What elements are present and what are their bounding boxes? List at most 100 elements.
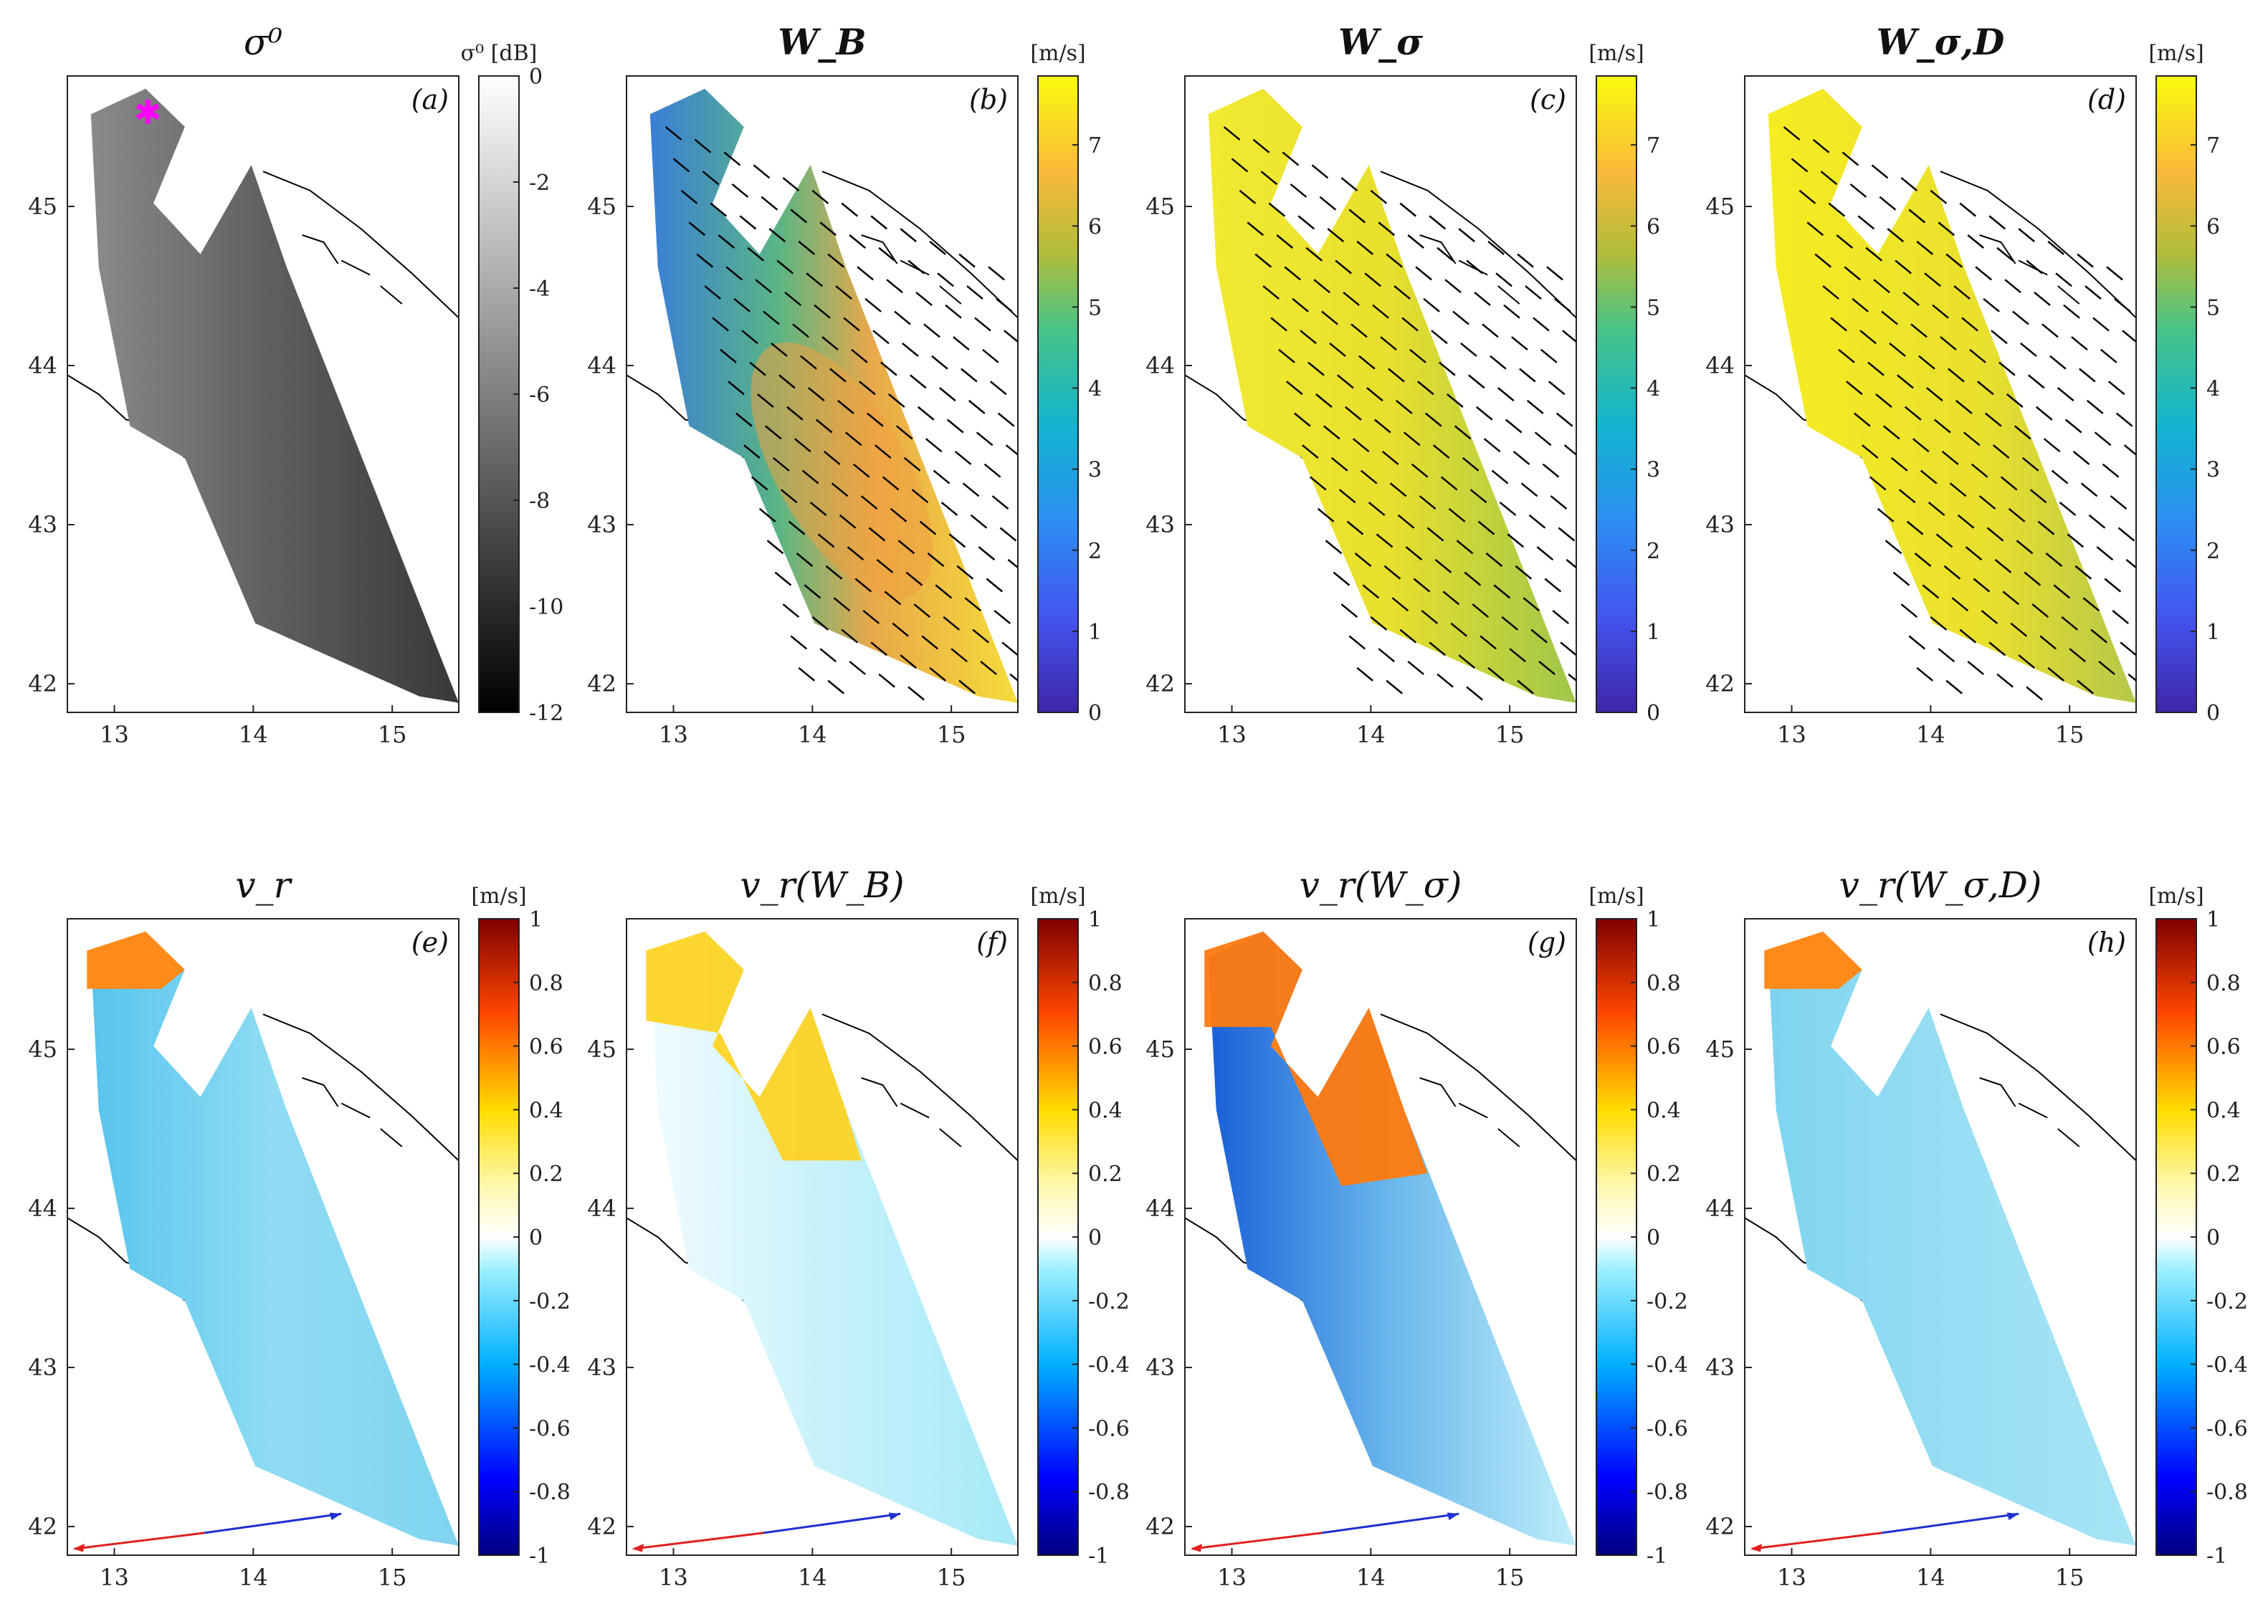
wind-arrow [1333, 571, 1350, 586]
colorbar [1596, 918, 1637, 1556]
wind-arrow [1852, 297, 1869, 312]
colorbar-tick-label: -0.8 [2206, 1480, 2248, 1505]
colorbar-unit: [m/s] [1030, 884, 1085, 909]
colorbar-tick-label: -0.6 [1647, 1416, 1688, 1441]
wind-arrow [1544, 578, 1562, 593]
wind-arrow [776, 259, 794, 274]
panel-title: σ⁰ [244, 22, 282, 63]
wind-arrow [841, 202, 859, 217]
colorbar-unit: [m/s] [471, 884, 526, 909]
wind-arrow [1485, 553, 1503, 567]
wind-arrow [821, 336, 839, 351]
wind-arrow [878, 673, 895, 688]
wind-arrow [2080, 482, 2098, 497]
wind-arrow [1309, 476, 1327, 491]
wind-arrow [2067, 533, 2084, 548]
wind-arrow [731, 183, 749, 198]
coastline-croatia [262, 1013, 459, 1162]
wind-arrow [1922, 584, 1940, 599]
wind-arrow [1399, 629, 1417, 644]
x-tick-label: 14 [1356, 721, 1386, 748]
wind-arrow [1941, 450, 1959, 465]
wind-arrow [2102, 463, 2120, 478]
wind-arrow [1292, 297, 1309, 312]
wind-arrow [1381, 450, 1399, 465]
wind-arrow [1916, 667, 1934, 682]
axes-frame [626, 75, 1019, 713]
data-swath [1768, 88, 2136, 703]
azimuth-direction-arrow [204, 1512, 342, 1534]
wind-arrow [1001, 641, 1018, 656]
x-tick-label: 13 [1217, 721, 1247, 748]
colorbar-tick-label: 0.8 [1088, 971, 1123, 996]
azimuth-arrowhead [329, 1512, 342, 1521]
wind-arrow [2035, 406, 2053, 421]
wind-arrow [1836, 234, 1854, 249]
wind-arrow [2059, 501, 2077, 516]
colorbar-tick-label: 5 [1088, 295, 1102, 320]
wind-arrow [849, 234, 867, 249]
wind-arrow [1319, 196, 1337, 211]
x-tick-label: 14 [1916, 721, 1945, 748]
wind-arrow [1431, 330, 1448, 345]
x-tick-label: 13 [659, 721, 688, 748]
axes-frame [67, 918, 459, 1556]
wind-arrow [712, 317, 729, 332]
wind-arrow [1930, 616, 1948, 631]
wind-arrow [1345, 406, 1362, 421]
wind-arrow [862, 609, 880, 624]
wind-arrow [1432, 444, 1450, 459]
wind-arrow [1955, 399, 1973, 414]
y-tick-label: 43 [1145, 511, 1175, 538]
wind-arrow [1483, 438, 1501, 453]
wind-arrow [672, 158, 690, 173]
wind-arrow [1317, 507, 1335, 522]
wind-arrow [833, 597, 851, 612]
wind-arrow [978, 546, 996, 561]
wind-arrow [1286, 381, 1303, 396]
wind-arrow [945, 304, 962, 319]
colorbar-unit: [m/s] [1030, 41, 1085, 66]
wind-arrow [829, 368, 847, 383]
wind-arrow [1378, 221, 1396, 237]
wind-arrow [902, 342, 919, 357]
colorbar-tick-label: 4 [1647, 377, 1660, 402]
wind-arrow [1924, 272, 1941, 287]
colorbar-tick-label: 0.4 [1088, 1098, 1123, 1123]
wind-arrow [1447, 393, 1464, 408]
colorbar-tick-label: 5 [1647, 295, 1660, 320]
wind-arrow [1991, 330, 2008, 345]
wind-arrow [806, 272, 823, 287]
wind-arrow [976, 431, 994, 446]
wind-arrow [1846, 381, 1863, 396]
y-tick-label: 42 [1145, 1513, 1175, 1540]
wind-arrow [864, 297, 882, 312]
panel-title: v_r [235, 864, 292, 906]
colorbar-tick-label: -4 [529, 277, 550, 302]
wind-arrow [1268, 202, 1286, 217]
range-arrowhead [1750, 1544, 1762, 1552]
wind-arrow [801, 469, 819, 484]
islands-outline [1979, 1077, 2080, 1147]
wind-arrow [1935, 533, 1953, 548]
wind-arrow [1340, 603, 1358, 618]
wind-arrow [2096, 546, 2114, 561]
y-tick-label: 42 [1705, 670, 1735, 697]
wind-arrow [1930, 189, 1948, 204]
coastline-croatia [1940, 1013, 2136, 1162]
x-tick-label: 15 [937, 1564, 966, 1591]
wind-arrow [986, 578, 1004, 593]
x-tick-label: 15 [378, 721, 407, 748]
wind-arrow [2014, 425, 2031, 440]
wind-arrow [1270, 317, 1287, 332]
wind-arrow [1814, 253, 1832, 268]
wind-arrow [1920, 469, 1938, 484]
wind-arrow [1560, 641, 1576, 656]
y-tick-label: 44 [587, 352, 616, 379]
wind-arrow [1260, 171, 1278, 186]
wind-arrow [1889, 342, 1906, 357]
wind-arrow [2039, 635, 2057, 650]
y-tick-label: 43 [1145, 1354, 1175, 1381]
wind-arrow [1515, 565, 1533, 580]
wind-arrow [1812, 138, 1830, 153]
